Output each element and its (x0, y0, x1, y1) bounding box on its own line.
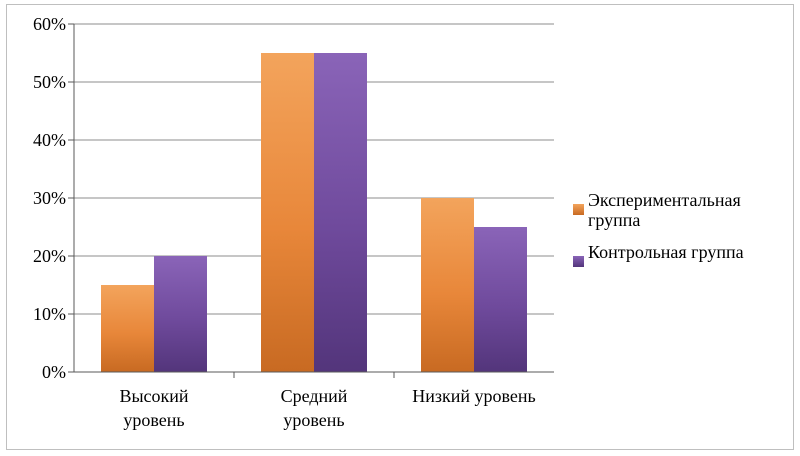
x-category-label: Высокий уровень (119, 386, 188, 430)
y-tick-label: 60% (33, 14, 66, 34)
y-tick-label: 20% (33, 246, 66, 266)
bars (101, 53, 527, 372)
legend-label: Контрольная группа (588, 242, 744, 262)
y-tick-label: 10% (33, 304, 66, 324)
bar-control-3 (474, 227, 527, 372)
bar-experimental-1 (101, 285, 154, 372)
chart-frame (6, 4, 794, 450)
x-category-label: Средний уровень (281, 386, 348, 430)
legend-swatch (573, 256, 584, 267)
x-category-labels: Высокий уровень Средний уровень Низкий урове… (119, 386, 535, 430)
bar-experimental-2 (261, 53, 314, 372)
legend-swatch (573, 204, 584, 215)
y-tick-label: 0% (42, 362, 66, 382)
y-tick-label: 30% (33, 188, 66, 208)
y-tick-label: 50% (33, 72, 66, 92)
legend-label: Экспериментальная группа (588, 190, 741, 230)
bar-control-1 (154, 256, 207, 372)
y-tick-label: 40% (33, 130, 66, 150)
bar-experimental-3 (421, 198, 474, 372)
axes (68, 23, 554, 378)
bar-control-2 (314, 53, 367, 372)
y-tick-labels: 0% 10% 20% 30% 40% 50% 60% (33, 14, 66, 382)
legend: Экспериментальная группа Контрольная групп… (573, 190, 744, 267)
x-category-label: Низкий уровень (412, 386, 535, 406)
